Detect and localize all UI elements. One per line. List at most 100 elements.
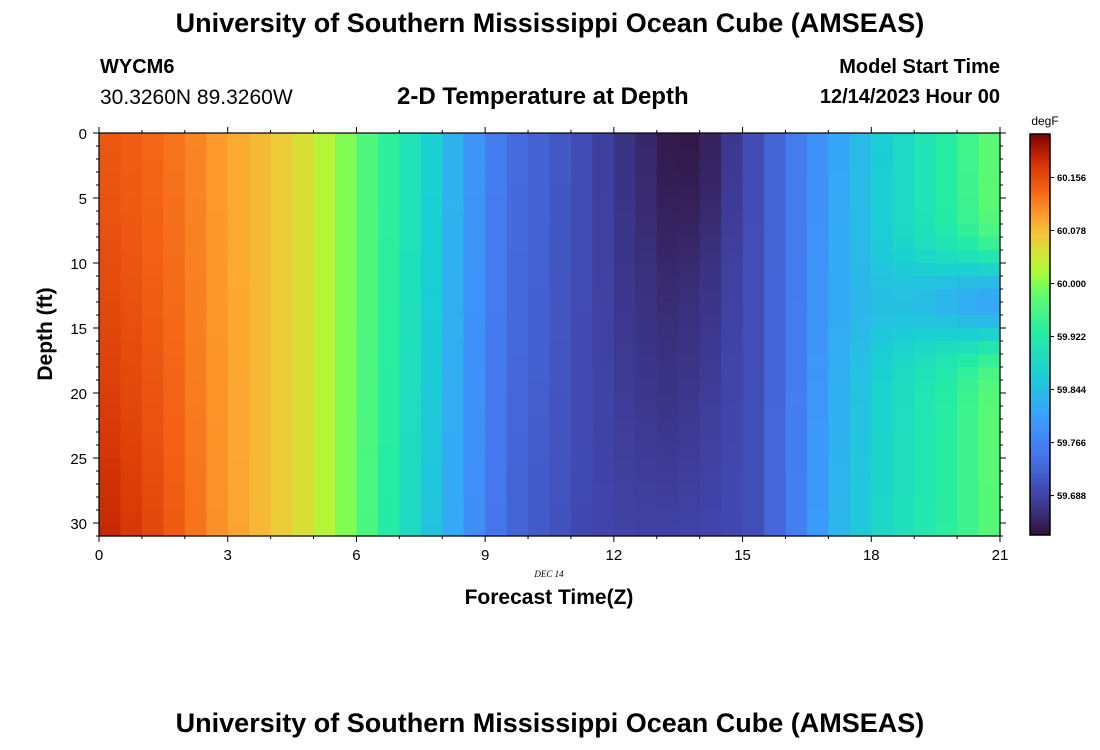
heatmap-cell (935, 393, 958, 407)
heatmap-cell (313, 510, 336, 524)
heatmap-cell (141, 315, 164, 329)
heatmap-cell (99, 510, 122, 524)
heatmap-cell (678, 354, 701, 368)
heatmap-cell (313, 224, 336, 238)
heatmap-cell (163, 445, 186, 459)
heatmap-cell (570, 367, 593, 381)
heatmap-cell (485, 354, 508, 368)
heatmap-cell (806, 406, 829, 420)
heatmap-cell (849, 328, 872, 342)
heatmap-cell (764, 224, 787, 238)
heatmap-cell (313, 263, 336, 277)
colorbar-unit: degF (1031, 114, 1058, 128)
heatmap-cell (249, 237, 272, 251)
heatmap-cell (356, 419, 379, 433)
heatmap-cell (656, 172, 679, 186)
heatmap-cell (892, 406, 915, 420)
heatmap-cell (721, 341, 744, 355)
heatmap-cell (892, 393, 915, 407)
heatmap-cell (635, 367, 658, 381)
heatmap-cell (892, 146, 915, 160)
heatmap-cell (377, 289, 400, 303)
heatmap-cell (420, 393, 443, 407)
heatmap-cell (506, 237, 529, 251)
heatmap-cell (163, 263, 186, 277)
heatmap-cell (506, 315, 529, 329)
heatmap-cell (806, 211, 829, 225)
heatmap-cell (871, 315, 894, 329)
heatmap-cell (506, 458, 529, 472)
heatmap-cell (871, 198, 894, 212)
heatmap-cell (828, 471, 851, 485)
heatmap-cell (184, 289, 207, 303)
heatmap-cell (399, 432, 422, 446)
heatmap-cell (849, 523, 872, 537)
heatmap-cell (120, 419, 143, 433)
model-start-value: 12/14/2023 Hour 00 (819, 86, 1000, 108)
heatmap-cell (570, 250, 593, 264)
heatmap-cell (356, 315, 379, 329)
heatmap-cell (549, 445, 572, 459)
heatmap-cell (892, 458, 915, 472)
heatmap-cell (420, 263, 443, 277)
heatmap-cell (957, 341, 980, 355)
heatmap-cell (892, 263, 915, 277)
heatmap-cell (420, 432, 443, 446)
heatmap-cell (935, 302, 958, 316)
heatmap-cell (914, 263, 937, 277)
heatmap-cell (699, 185, 722, 199)
heatmap-cell (377, 224, 400, 238)
heatmap-cell (420, 341, 443, 355)
heatmap-cell (420, 302, 443, 316)
heatmap-cell (957, 263, 980, 277)
heatmap-cell (914, 406, 937, 420)
heatmap-cell (163, 185, 186, 199)
heatmap-cell (99, 380, 122, 394)
heatmap-cell (420, 328, 443, 342)
heatmap-cell (635, 237, 658, 251)
heatmap-cell (377, 198, 400, 212)
axis-ticks (93, 127, 1006, 542)
heatmap-cell (163, 380, 186, 394)
heatmap-cell (635, 432, 658, 446)
heatmap-cell (871, 237, 894, 251)
heatmap-cell (678, 185, 701, 199)
heatmap-cell (442, 276, 465, 290)
heatmap-cell (270, 354, 293, 368)
heatmap-cell (99, 523, 122, 537)
heatmap-cell (678, 250, 701, 264)
heatmap-cell (292, 224, 315, 238)
heatmap-cell (420, 497, 443, 511)
heatmap-cell (849, 497, 872, 511)
heatmap-cell (485, 315, 508, 329)
heatmap-cell (506, 484, 529, 498)
heatmap-cell (635, 146, 658, 160)
heatmap-cell (978, 445, 1001, 459)
heatmap-cell (463, 367, 486, 381)
heatmap-cell (957, 185, 980, 199)
heatmap-cell (120, 185, 143, 199)
heatmap-cell (184, 497, 207, 511)
heatmap-cell (592, 198, 615, 212)
heatmap-cell (742, 198, 765, 212)
heatmap-cell (506, 380, 529, 394)
heatmap-cell (356, 289, 379, 303)
heatmap-cell (935, 263, 958, 277)
heatmap-cell (721, 146, 744, 160)
heatmap-cell (849, 289, 872, 303)
heatmap-cell (978, 211, 1001, 225)
heatmap-cell (699, 445, 722, 459)
heatmap-cell (570, 471, 593, 485)
heatmap-cell (163, 146, 186, 160)
heatmap-cell (313, 315, 336, 329)
heatmap-cell (699, 367, 722, 381)
heatmap-cell (506, 172, 529, 186)
heatmap-cell (120, 159, 143, 173)
heatmap-cell (914, 250, 937, 264)
heatmap-cell (635, 198, 658, 212)
heatmap-cell (914, 497, 937, 511)
heatmap-cell (957, 159, 980, 173)
heatmap-cell (313, 380, 336, 394)
heatmap-cell (292, 341, 315, 355)
heatmap-cell (764, 211, 787, 225)
